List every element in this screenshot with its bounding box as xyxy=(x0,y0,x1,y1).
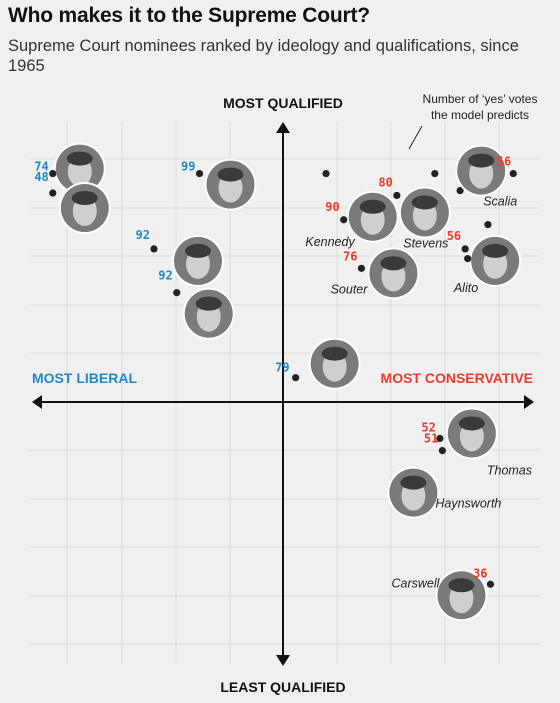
portrait xyxy=(182,287,235,340)
nominee-name: Kennedy xyxy=(305,235,355,249)
portrait xyxy=(469,234,522,287)
data-point xyxy=(484,221,492,229)
portrait-hair xyxy=(217,167,244,182)
data-point xyxy=(436,434,444,443)
portrait-hair xyxy=(184,243,211,258)
nominee-name: Souter xyxy=(331,282,369,296)
axes xyxy=(32,122,534,666)
vote-count: 92 xyxy=(136,228,150,242)
vote-count: 99 xyxy=(181,160,195,174)
data-point xyxy=(340,216,348,224)
portrait-hair xyxy=(195,296,222,311)
portrait xyxy=(455,144,508,197)
vote-count: 92 xyxy=(158,269,172,283)
data-point xyxy=(464,255,472,263)
data-point xyxy=(49,189,57,197)
annotation-line-2: the model predicts xyxy=(431,108,529,122)
arrow-up xyxy=(276,122,290,133)
arrow-right xyxy=(524,395,534,409)
arrow-left xyxy=(32,395,42,409)
portrait-hair xyxy=(321,346,348,361)
annotation-line-1: Number of ‘yes’ votes xyxy=(423,92,538,106)
portrait-hair xyxy=(458,416,485,431)
portrait xyxy=(445,407,498,460)
chart-subtitle: Supreme Court nominees ranked by ideolog… xyxy=(8,37,519,75)
nominee-name: Alito xyxy=(453,281,478,295)
portrait xyxy=(435,569,488,622)
portrait xyxy=(53,142,106,195)
data-point xyxy=(456,186,464,195)
vote-count: 76 xyxy=(343,249,357,263)
portrait-hair xyxy=(482,243,509,258)
portrait-hair xyxy=(66,151,93,166)
portrait xyxy=(171,234,224,287)
portrait-hair xyxy=(448,578,475,593)
vote-count: 56 xyxy=(497,155,511,169)
vote-count: 80 xyxy=(378,175,392,189)
axis-label-left: MOST LIBERAL xyxy=(32,370,137,386)
portrait xyxy=(346,190,399,243)
vote-count: 56 xyxy=(447,229,461,243)
portrait xyxy=(398,186,451,239)
axis-label-top: MOST QUALIFIED xyxy=(223,95,343,111)
vote-count: 52 xyxy=(421,420,435,434)
vote-count: 48 xyxy=(34,170,48,184)
vote-count: 74 xyxy=(34,160,48,174)
data-point xyxy=(49,169,57,178)
nominee-name: Haynsworth xyxy=(435,497,501,511)
chart-title: Who makes it to the Supreme Court? xyxy=(8,4,370,27)
data-point xyxy=(486,580,495,588)
data-point xyxy=(393,191,401,200)
data-point xyxy=(357,264,366,272)
portrait xyxy=(387,466,440,519)
portrait-hair xyxy=(380,256,407,271)
data-point xyxy=(461,245,469,253)
data-point xyxy=(438,447,446,455)
vote-count: 79 xyxy=(275,361,289,375)
portrait xyxy=(204,158,257,211)
vote-count: 51 xyxy=(424,432,438,446)
data-point xyxy=(431,169,439,178)
vote-count: 90 xyxy=(325,200,339,214)
data-point xyxy=(150,245,158,253)
data-point xyxy=(173,289,181,297)
nominee-name: Carswell xyxy=(392,576,441,590)
portrait xyxy=(58,182,111,235)
nominee-name: Scalia xyxy=(483,195,517,209)
portrait xyxy=(308,337,361,390)
data-point xyxy=(292,374,300,382)
axis-label-bottom: LEAST QUALIFIED xyxy=(220,679,345,695)
data-point xyxy=(322,169,330,178)
portrait-hair xyxy=(71,191,98,206)
data-point xyxy=(195,169,204,178)
nominee-name: Thomas xyxy=(487,463,532,477)
portrait xyxy=(367,247,420,300)
annotation-leader xyxy=(408,125,423,150)
portrait-hair xyxy=(400,475,427,490)
nominee-name: Stevens xyxy=(403,236,448,250)
axis-label-right: MOST CONSERVATIVE xyxy=(381,370,533,386)
data-point xyxy=(509,169,517,178)
arrow-down xyxy=(276,655,290,666)
vote-count: 36 xyxy=(473,566,487,580)
portrait-hair xyxy=(359,199,386,214)
portrait-hair xyxy=(468,153,495,168)
portrait-hair xyxy=(411,195,438,210)
